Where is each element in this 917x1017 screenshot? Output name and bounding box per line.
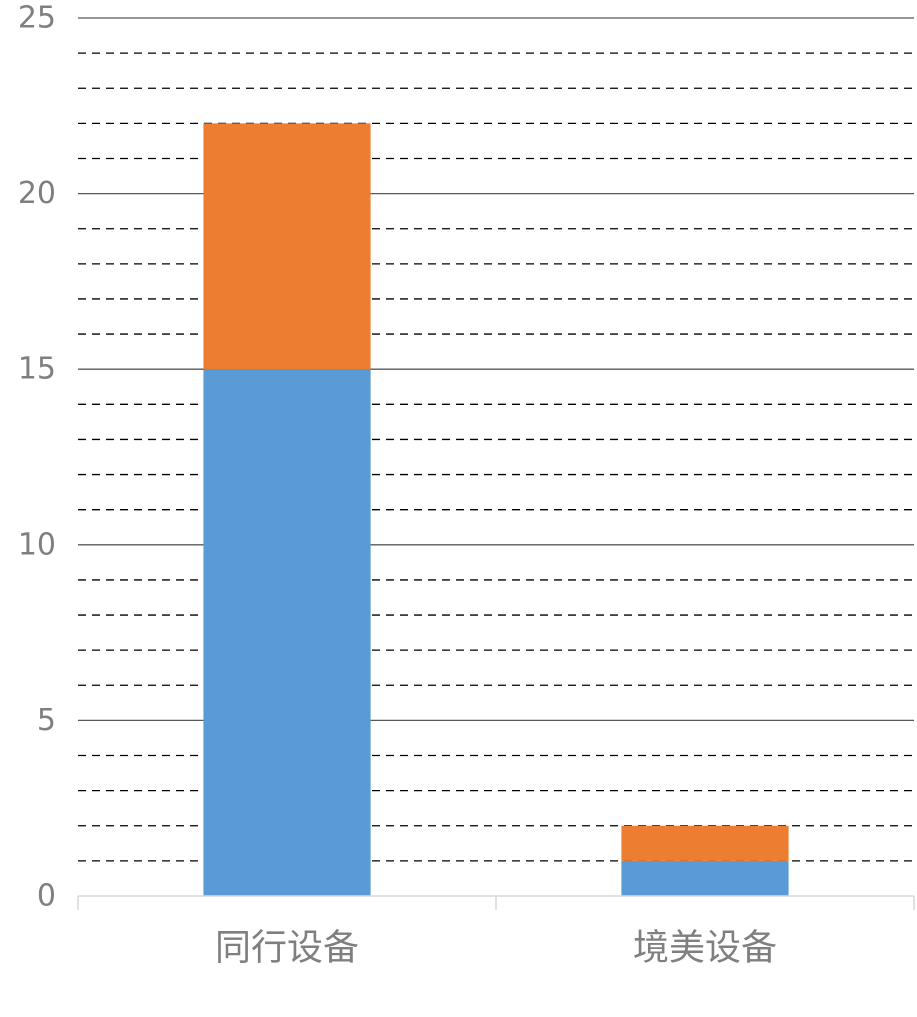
x-axis <box>77 895 915 910</box>
y-tick-label: 25 <box>18 1 56 36</box>
y-tick-label: 15 <box>18 352 56 387</box>
y-axis-tick-labels: 0 5 10 15 20 25 <box>18 1 56 914</box>
x-axis-category-labels: 同行设备 境美设备 <box>215 928 777 969</box>
bar-segment-1-category-2 <box>621 860 789 896</box>
y-tick-label: 5 <box>37 703 56 738</box>
x-category-label: 同行设备 <box>215 928 359 969</box>
bar-segment-2-category-1 <box>203 123 371 370</box>
bar-segment-1-category-1 <box>203 369 371 896</box>
bar-segment-2-category-2 <box>621 825 789 861</box>
bars <box>203 123 789 896</box>
y-tick-label: 20 <box>18 176 56 211</box>
y-tick-label: 0 <box>37 879 56 914</box>
x-category-label: 境美设备 <box>633 928 777 969</box>
y-tick-label: 10 <box>18 527 56 562</box>
